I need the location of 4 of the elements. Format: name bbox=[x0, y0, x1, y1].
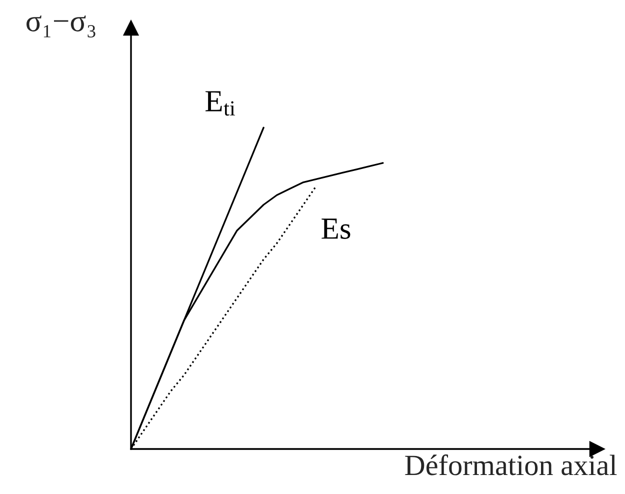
x-axis-title: Déformation axial bbox=[405, 454, 617, 476]
y-axis-title: σ₁−σ₃ bbox=[26, 16, 96, 38]
series-label: E$_{ti}$ bbox=[206, 91, 236, 116]
series-label: Es bbox=[322, 218, 350, 239]
